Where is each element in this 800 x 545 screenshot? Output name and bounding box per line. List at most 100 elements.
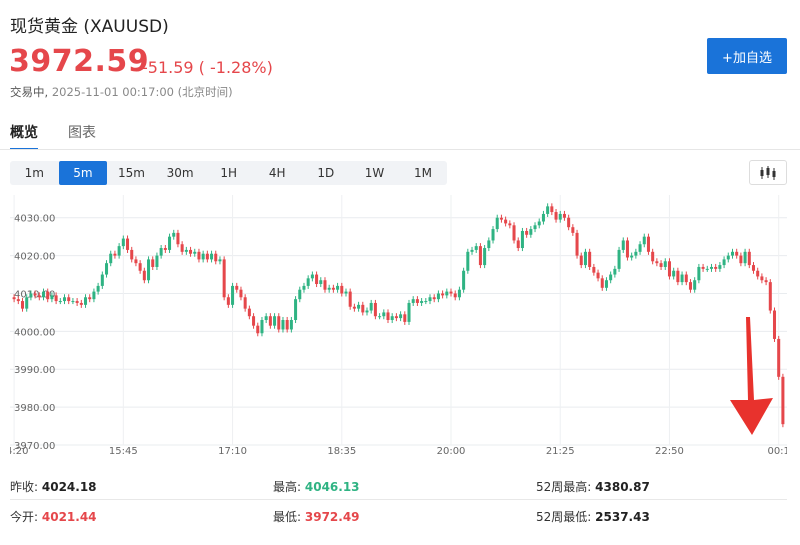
y-tick-label: 4000.00 bbox=[14, 327, 55, 338]
period-selector: 1m 5m 15m 30m 1H 4H 1D 1W 1M bbox=[10, 161, 448, 185]
y-tick-label: 3980.00 bbox=[14, 403, 55, 414]
candle-body bbox=[583, 251, 587, 266]
candle-body bbox=[630, 255, 634, 258]
candle-body bbox=[646, 236, 650, 252]
candle-body bbox=[508, 223, 512, 226]
candle-body bbox=[625, 240, 629, 258]
candle-body bbox=[764, 280, 768, 283]
candle-body bbox=[210, 253, 214, 260]
candle-body bbox=[449, 291, 453, 294]
candle-body bbox=[424, 301, 428, 303]
period-1h[interactable]: 1H bbox=[220, 166, 237, 180]
candle-body bbox=[541, 213, 545, 222]
candle-body bbox=[609, 274, 613, 281]
x-tick-label: 17:10 bbox=[218, 446, 247, 457]
candle-body bbox=[365, 310, 369, 313]
candle-body bbox=[142, 270, 146, 281]
candle-body bbox=[512, 225, 516, 241]
candle-body bbox=[289, 320, 293, 330]
candle-body bbox=[214, 253, 218, 262]
candle-body bbox=[20, 301, 25, 309]
candle-body bbox=[155, 255, 159, 267]
candle-body bbox=[436, 293, 440, 300]
period-5m[interactable]: 5m bbox=[58, 161, 108, 185]
add-watchlist-button[interactable]: +加自选 bbox=[707, 38, 787, 74]
candle-body bbox=[663, 261, 667, 267]
candle-body bbox=[777, 338, 781, 377]
candle-body bbox=[331, 287, 335, 290]
candle-body bbox=[718, 265, 722, 269]
candle-body bbox=[273, 316, 277, 326]
candle-body bbox=[310, 274, 314, 279]
candle-body bbox=[411, 299, 415, 303]
candle-body bbox=[709, 266, 713, 269]
price-chart[interactable]: 4030.004020.004010.004000.003990.003980.… bbox=[10, 195, 787, 460]
candle-body bbox=[184, 249, 188, 252]
candle-body bbox=[340, 285, 344, 294]
candle-body bbox=[281, 320, 285, 330]
stats-row: 昨收: 4024.18 最高: 4046.13 52周最高: 4380.87 bbox=[10, 470, 787, 500]
y-tick-label: 4030.00 bbox=[14, 214, 55, 225]
candle-body bbox=[453, 293, 457, 298]
chart-svg[interactable]: 4030.004020.004010.004000.003990.003980.… bbox=[10, 195, 787, 460]
candle-body bbox=[617, 249, 621, 269]
candle-body bbox=[596, 272, 600, 279]
candle-body bbox=[504, 219, 508, 224]
candle-body bbox=[277, 316, 281, 330]
period-1mo[interactable]: 1M bbox=[414, 166, 433, 180]
period-30m[interactable]: 30m bbox=[166, 166, 194, 180]
candle-body bbox=[604, 280, 608, 288]
candle-body bbox=[189, 249, 193, 254]
candle-body bbox=[739, 255, 743, 264]
candle-body bbox=[79, 302, 83, 305]
tab-divider bbox=[0, 149, 800, 150]
period-15m[interactable]: 15m bbox=[118, 166, 145, 180]
candle-body bbox=[163, 248, 167, 250]
candle-body bbox=[642, 236, 646, 245]
candle-body bbox=[168, 236, 172, 250]
candle-body bbox=[71, 301, 75, 303]
candle-body bbox=[37, 295, 41, 298]
candle-body bbox=[151, 259, 155, 267]
candle-body bbox=[247, 308, 251, 317]
stats-panel: 昨收: 4024.18 最高: 4046.13 52周最高: 4380.87 今… bbox=[10, 470, 787, 530]
x-tick-label: 14:20 bbox=[10, 446, 29, 457]
candle-body bbox=[600, 278, 604, 288]
candle-body bbox=[445, 291, 449, 296]
candle-body bbox=[96, 285, 100, 292]
status-text: 交易中, bbox=[10, 85, 49, 99]
candle-body bbox=[239, 289, 243, 298]
candle-body bbox=[218, 259, 222, 262]
candle-body bbox=[474, 246, 478, 250]
candle-body bbox=[130, 249, 134, 260]
candle-body bbox=[113, 253, 117, 256]
trading-status: 交易中, 2025-11-01 00:17:00 (北京时间) bbox=[10, 84, 233, 100]
candle-body bbox=[588, 251, 592, 267]
candle-body bbox=[92, 291, 96, 300]
candle-body bbox=[54, 295, 58, 302]
candle-body bbox=[495, 217, 499, 230]
stat-open: 今开: 4021.44 bbox=[10, 510, 97, 524]
period-1d[interactable]: 1D bbox=[317, 166, 335, 180]
period-1w[interactable]: 1W bbox=[364, 166, 385, 180]
period-1m[interactable]: 1m bbox=[24, 166, 44, 180]
candle-body bbox=[466, 251, 470, 271]
candle-body bbox=[88, 297, 92, 300]
candle-body bbox=[760, 276, 764, 281]
tab-chart[interactable]: 图表 bbox=[68, 125, 96, 141]
candle-body bbox=[172, 232, 176, 237]
candle-body bbox=[336, 285, 340, 290]
candle-body bbox=[138, 263, 142, 271]
y-tick-label: 3970.00 bbox=[14, 441, 55, 452]
candle-body bbox=[567, 217, 571, 228]
period-4h[interactable]: 4H bbox=[268, 166, 286, 180]
stat-52w-high: 52周最高: 4380.87 bbox=[536, 480, 650, 494]
candle-body bbox=[726, 255, 730, 260]
tab-overview[interactable]: 概览 bbox=[10, 122, 38, 150]
candle-body bbox=[529, 229, 533, 235]
chart-type-button[interactable] bbox=[749, 160, 787, 185]
candle-body bbox=[193, 251, 197, 254]
candle-body bbox=[546, 206, 550, 214]
candle-body bbox=[579, 255, 583, 266]
candle-body bbox=[420, 301, 424, 303]
